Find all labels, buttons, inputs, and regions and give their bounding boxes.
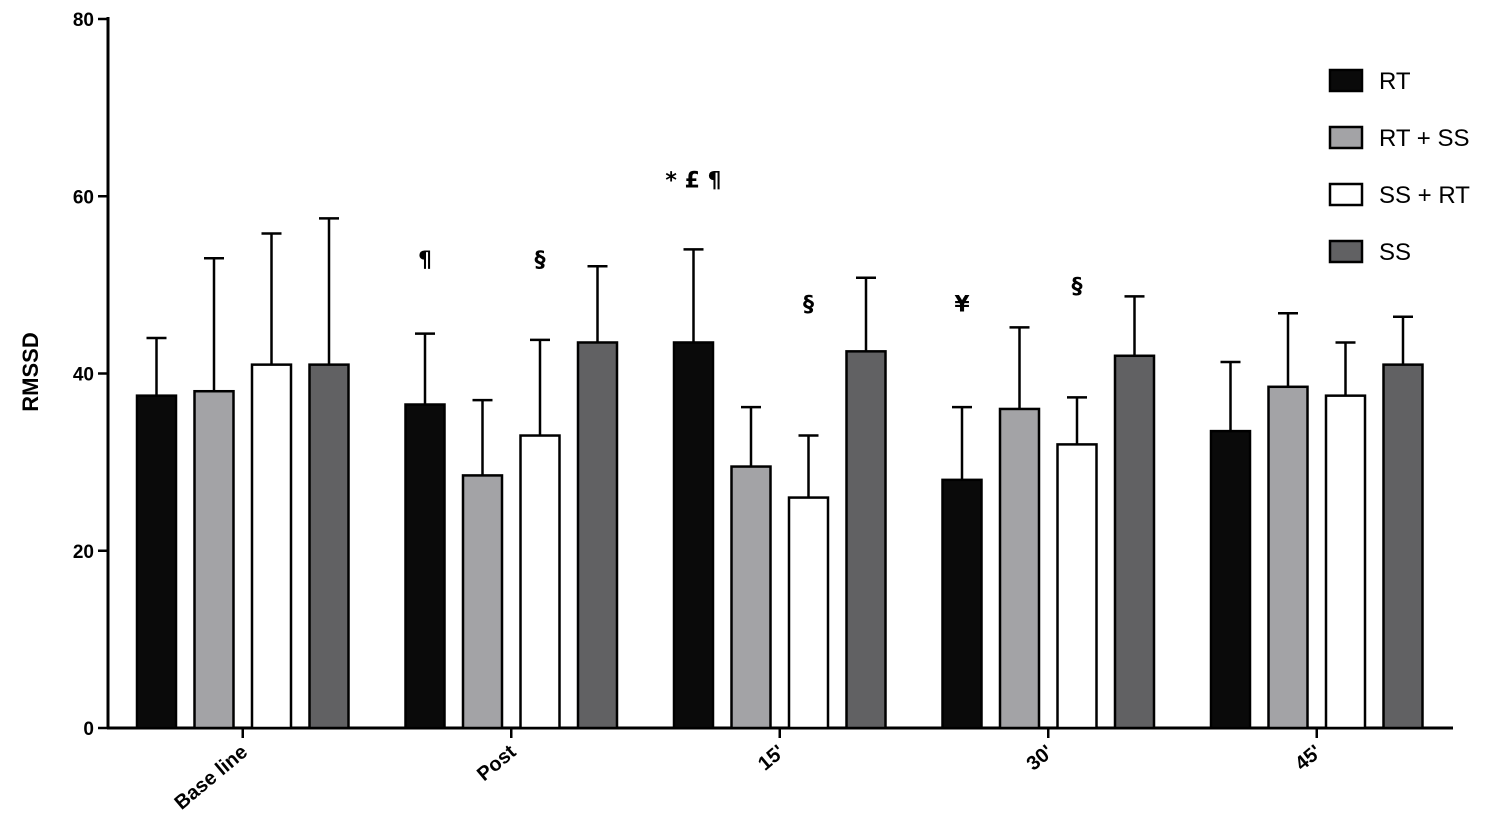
y-axis: 0 20 40 60 80 [73, 10, 110, 740]
x-tick-label: Base line [171, 741, 252, 814]
y-tick-label: 0 [83, 719, 94, 740]
bar [519, 434, 561, 730]
significance-annotation: § [803, 292, 814, 317]
bar [1209, 429, 1252, 730]
bar [135, 394, 178, 730]
x-tick-label: Post [473, 741, 521, 786]
x-tick-label: 30' [1023, 741, 1058, 775]
legend-label: SS + RT [1379, 182, 1470, 209]
y-tick-label: 80 [73, 10, 94, 31]
bar [1382, 363, 1424, 730]
x-tick-label: 15' [754, 741, 789, 775]
significance-annotation: ¥ [954, 292, 970, 317]
bar [193, 389, 235, 730]
annotations-group: ¶ § * £ ¶ § ¥ § [418, 168, 1083, 317]
significance-annotation: § [535, 248, 546, 273]
legend-label: SS [1379, 239, 1411, 266]
bar [730, 465, 772, 730]
y-axis-title: RMSSD [18, 332, 43, 411]
legend: RT RT + SS SS + RT SS [1328, 68, 1470, 266]
bars-group [135, 217, 1424, 730]
legend-swatch [1328, 68, 1364, 93]
y-tick-label: 40 [73, 365, 94, 386]
bar [1056, 443, 1098, 730]
x-tick-label: 45' [1291, 741, 1326, 775]
bar [672, 341, 715, 730]
bar [1267, 385, 1309, 730]
bar [998, 407, 1041, 730]
legend-label: RT [1379, 68, 1411, 95]
significance-annotation: ¶ [418, 248, 432, 273]
bar [404, 403, 446, 730]
bar [576, 341, 619, 730]
legend-label: RT + SS [1379, 125, 1470, 152]
bar [845, 350, 887, 730]
legend-swatch [1328, 239, 1364, 264]
significance-annotation: § [1072, 275, 1083, 300]
y-tick-label: 60 [73, 187, 94, 208]
legend-swatch [1328, 182, 1364, 207]
x-axis: Base line Post 15' 30' 45' [107, 726, 1453, 814]
bar [250, 363, 293, 730]
y-tick-label: 20 [73, 542, 94, 563]
significance-annotation: * £ ¶ [665, 168, 721, 193]
bar [1113, 354, 1156, 730]
bar [941, 478, 983, 730]
bar [461, 474, 504, 730]
bar [308, 363, 350, 730]
bar [787, 496, 830, 730]
legend-swatch [1328, 125, 1364, 150]
bar [1324, 394, 1367, 730]
